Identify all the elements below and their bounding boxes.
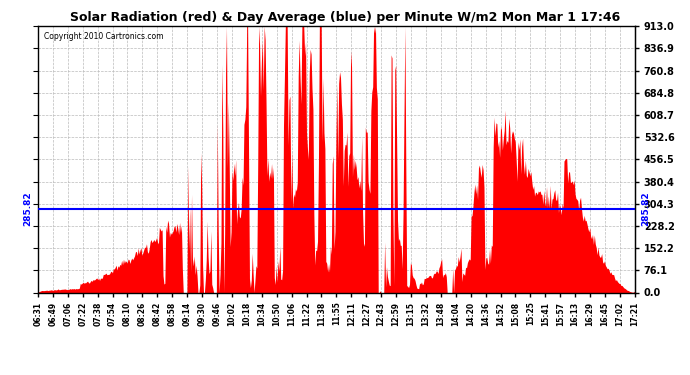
Text: 285.82: 285.82 bbox=[23, 192, 32, 226]
Text: Copyright 2010 Cartronics.com: Copyright 2010 Cartronics.com bbox=[44, 32, 164, 40]
Text: 285.82: 285.82 bbox=[641, 192, 650, 226]
Text: Solar Radiation (red) & Day Average (blue) per Minute W/m2 Mon Mar 1 17:46: Solar Radiation (red) & Day Average (blu… bbox=[70, 11, 620, 24]
